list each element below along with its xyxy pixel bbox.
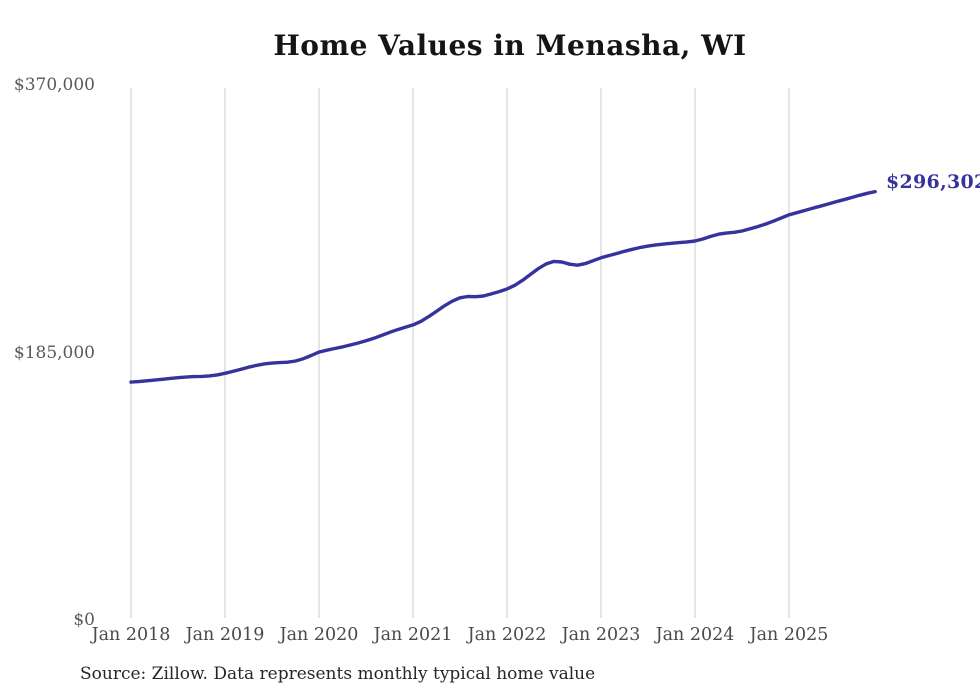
end-value-label: $296,302 [886, 171, 980, 193]
x-tick-label: Jan 2020 [279, 625, 359, 645]
x-tick-label: Jan 2023 [561, 625, 641, 645]
x-tick-label: Jan 2018 [91, 625, 171, 645]
x-tick-label: Jan 2019 [185, 625, 265, 645]
home-value-line [129, 189, 877, 384]
y-tick-label: $185,000 [13, 342, 95, 363]
y-tick-label: $370,000 [13, 75, 95, 95]
y-tick-label: $0 [73, 610, 95, 630]
chart-title: Home Values in Menasha, WI [273, 29, 747, 62]
x-tick-label: Jan 2022 [467, 625, 547, 645]
x-tick-label: Jan 2021 [373, 625, 453, 645]
source-note: Source: Zillow. Data represents monthly … [80, 664, 596, 684]
x-tick-label: Jan 2024 [655, 625, 735, 645]
x-tick-label: Jan 2025 [749, 625, 829, 645]
